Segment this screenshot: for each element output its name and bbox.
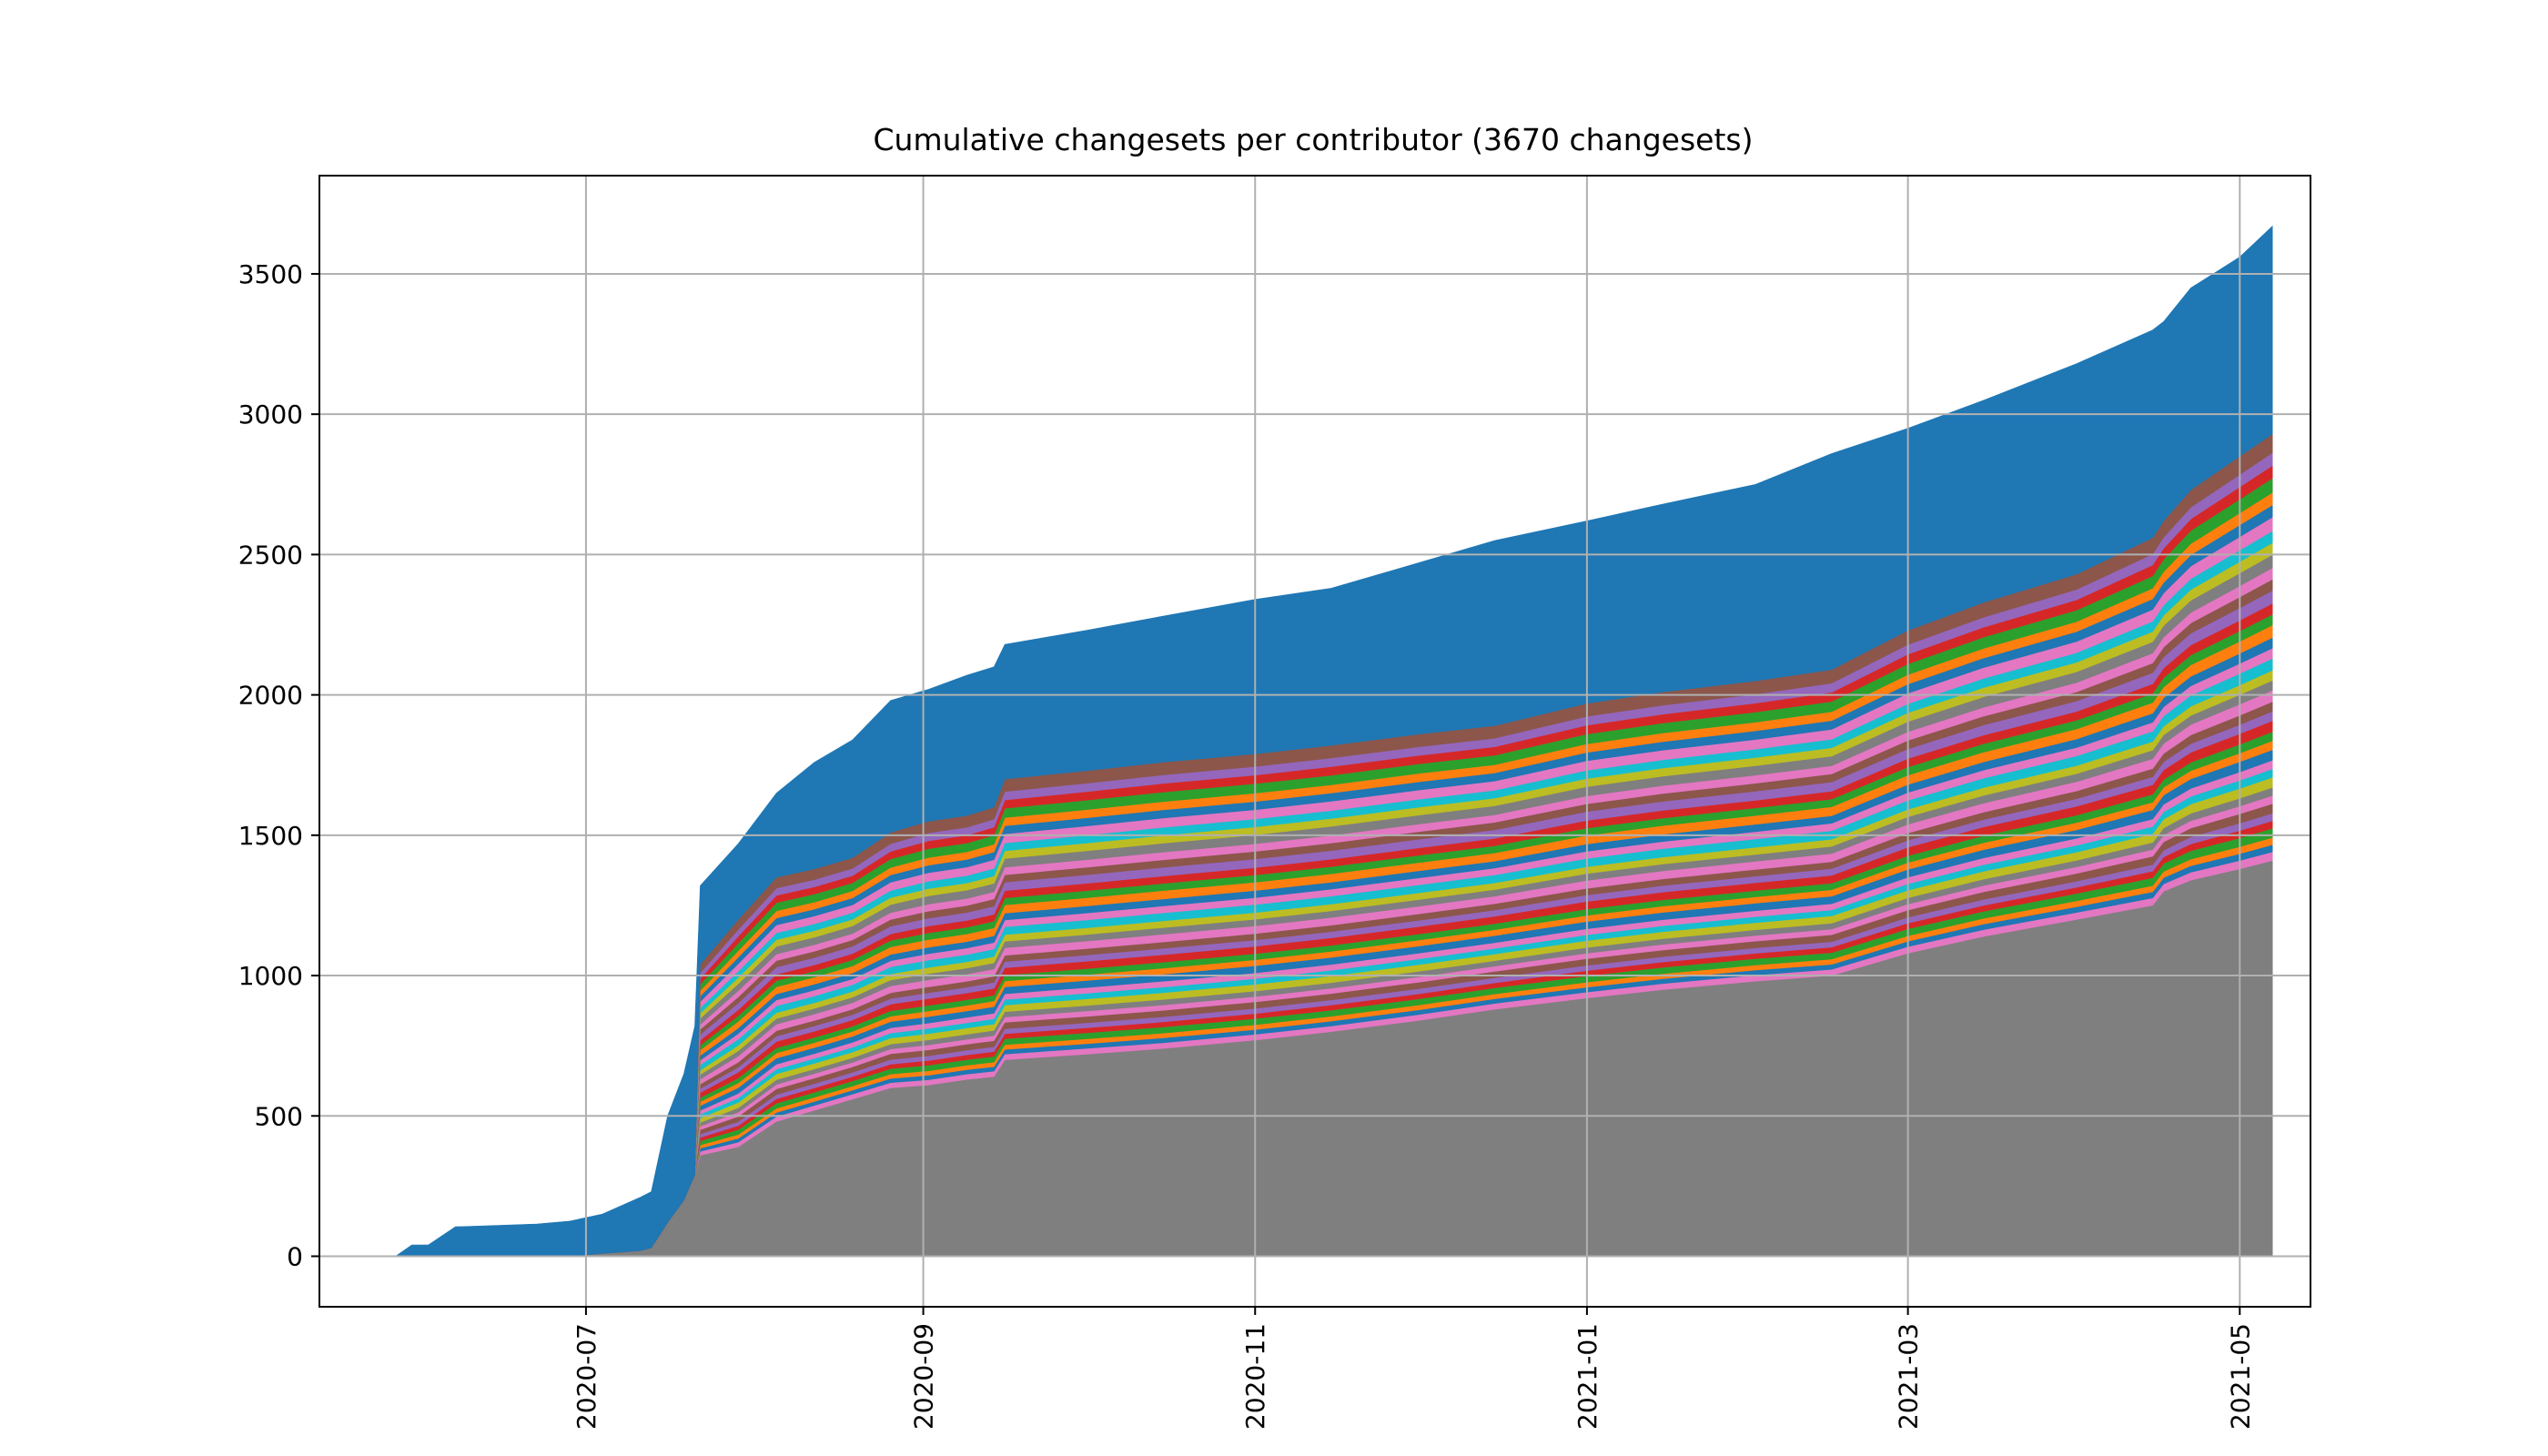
plot-frame	[318, 175, 2311, 1308]
y-tick-label: 500	[255, 1101, 303, 1131]
y-tick-label: 1000	[238, 961, 303, 991]
y-tick-label: 3000	[238, 399, 303, 430]
area-series-top	[394, 225, 2273, 1257]
x-tick-label: 2021-03	[1894, 1323, 1924, 1430]
stacked-areas	[394, 225, 2273, 1257]
y-tick-label: 2000	[238, 681, 303, 711]
x-tick-label: 2020-09	[909, 1323, 939, 1430]
x-tick-label: 2020-11	[1240, 1323, 1270, 1430]
y-axis: 0 500 1000 1500 2000 2500 3000 3500	[238, 259, 319, 1271]
chart-title: Cumulative changesets per contributor (3…	[874, 122, 1754, 157]
x-tick-label: 2021-05	[2225, 1323, 2255, 1430]
x-tick-label: 2020-07	[571, 1323, 602, 1430]
x-tick-label: 2021-01	[1572, 1323, 1603, 1430]
y-tick-label: 1500	[238, 821, 303, 851]
y-tick-label: 0	[287, 1241, 303, 1271]
gridlines	[319, 176, 2310, 1307]
y-tick-label: 3500	[238, 259, 303, 289]
x-axis: 2020-07 2020-09 2020-11 2021-01 2021-03 2021-…	[571, 1307, 2255, 1430]
y-tick-label: 2500	[238, 540, 303, 570]
